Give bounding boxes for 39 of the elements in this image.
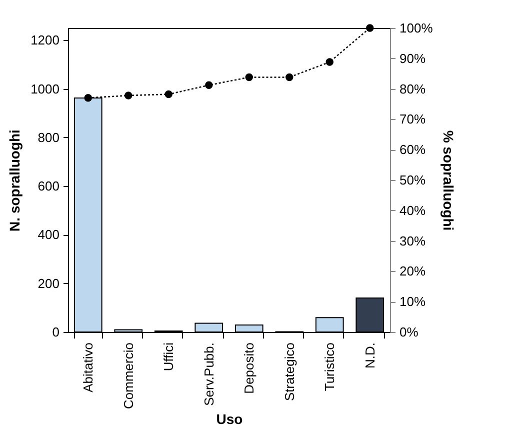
y-tick-label: 400 <box>38 227 60 242</box>
y-tick-label: 600 <box>38 178 60 194</box>
point <box>205 81 213 90</box>
y2-tick-label: 50% <box>400 172 426 188</box>
y2-tick-label: 0% <box>400 324 419 340</box>
y-tick-label: 1200 <box>30 32 60 48</box>
y2-tick-label: 40% <box>400 202 426 218</box>
y-tick-label: 800 <box>38 130 60 145</box>
x-tick-label: Turistico <box>322 342 338 392</box>
y2-tick-label: 100% <box>400 20 434 36</box>
x-tick-label: Commercio <box>120 342 136 409</box>
point <box>326 58 334 66</box>
x-tick-label: Strategico <box>282 342 297 402</box>
y2-axis-title: % sopralluoghi <box>440 130 457 231</box>
y-tick-label: 1000 <box>30 81 60 96</box>
point <box>286 73 294 82</box>
x-axis-title: Uso <box>216 410 243 427</box>
point <box>164 90 172 98</box>
x-tick-label: Abitativo <box>80 342 96 392</box>
y2-tick-label: 60% <box>400 142 426 158</box>
y2-tick-label: 10% <box>400 294 426 310</box>
point <box>245 73 253 82</box>
point <box>84 94 92 102</box>
point <box>366 24 374 32</box>
x-tick-label: N.D. <box>362 342 378 368</box>
x-tick-label: Uffici <box>161 342 176 372</box>
y-tick-label: 0 <box>52 324 60 340</box>
y2-tick-label: 20% <box>400 264 426 279</box>
y2-tick-label: 90% <box>400 50 426 66</box>
x-tick-label: Serv.Pubb. <box>201 342 216 406</box>
point <box>124 92 132 100</box>
bar <box>194 322 224 332</box>
y2-tick-label: 30% <box>400 233 426 248</box>
y-tick-label: 200 <box>38 276 60 291</box>
y2-tick-label: 80% <box>400 81 426 96</box>
y2-tick-label: 70% <box>400 112 426 127</box>
x-tick-label: Deposito <box>242 342 257 394</box>
bar <box>356 297 384 332</box>
y-axis-title: N. sopralluoghi <box>6 130 23 232</box>
